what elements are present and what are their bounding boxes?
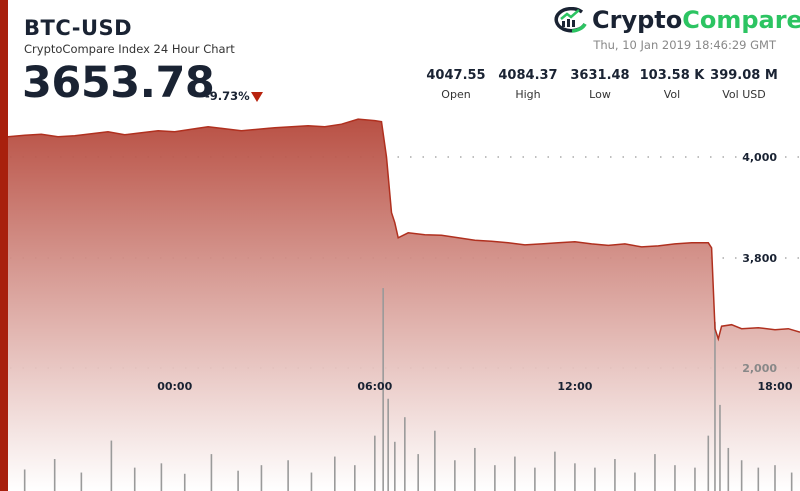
volume-bar [719,404,721,491]
volume-bar [774,465,776,491]
volume-tick-label: 2,000 [742,362,777,375]
stat-vol-usd: 399.08 M Vol USD [708,68,780,101]
volume-bar [740,460,743,491]
volume-bar [434,430,436,491]
stat-high: 4084.37 High [492,68,564,101]
price-area [8,119,800,491]
volume-bar [183,473,186,491]
stat-label: Vol [663,88,681,101]
stats-row: 4047.55 Open 4084.37 High 3631.48 Low 103.5… [420,68,780,101]
volume-bar [634,472,636,491]
x-tick-label: 06:00 [357,380,392,393]
stat-value: 4084.37 [498,68,558,83]
volume-bar [237,470,239,491]
stat-low: 3631.48 Low [564,68,636,101]
volume-bar [554,451,556,491]
brand-name-part2: Compare [682,6,800,34]
volume-bar [387,398,389,491]
volume-bar [404,417,406,491]
accent-bar [0,0,8,491]
volume-bar [614,459,616,491]
volume-bar [454,460,456,491]
volume-bar [474,447,476,491]
tick-label-bg [744,250,782,265]
brand-name-part1: Crypto [592,6,683,34]
stat-label: Low [589,88,611,101]
symbol-title: BTC-USD [24,16,133,40]
volume-bar [714,321,716,491]
volume-bar [334,456,336,491]
volume-bar [417,454,419,491]
volume-bar [374,435,376,491]
current-price: 3653.78 [22,58,215,108]
volume-bar [594,467,596,491]
logo-chart-icon [554,7,587,33]
volume-bar [287,460,289,491]
timestamp: Thu, 10 Jan 2019 18:46:29 GMT [593,38,776,52]
volume-bar [694,467,696,491]
x-tick-label: 00:00 [157,380,192,393]
chart-subtitle: CryptoCompare Index 24 Hour Chart [24,42,235,56]
volume-bar [674,465,676,491]
volume-bar [210,454,213,491]
volume-bar [727,447,730,491]
volume-bar [382,288,384,491]
y-tick-label: 3,800 [742,252,777,265]
volume-bar [394,441,396,491]
stat-value: 103.58 K [639,68,705,83]
volume-bar [514,456,516,491]
volume-bar [23,469,26,491]
down-triangle-icon [251,92,263,102]
volume-bar [133,467,136,491]
x-tick-label: 12:00 [557,380,592,393]
stat-label: Open [441,88,471,101]
volume-bar [160,463,163,491]
volume-bar [354,465,356,491]
volume-bar [110,440,113,491]
brand-logo: Crypto Compare [552,6,800,34]
volume-bar [654,454,656,491]
stat-value: 3631.48 [570,68,630,83]
stat-open: 4047.55 Open [420,68,492,101]
stat-value: 4047.55 [426,68,486,83]
price-line [7,118,800,342]
y-tick-label: 4,000 [742,151,777,164]
volume-bar [790,472,793,491]
volume-bar [534,467,536,491]
x-tick-label: 18:00 [757,380,792,393]
price-change: -9.73% [205,89,250,103]
volume-bar [80,472,83,491]
volume-bar [707,435,710,491]
stat-value: 399.08 M [710,68,778,83]
stat-vol: 103.58 K Vol [636,68,708,101]
volume-bar [757,467,760,491]
volume-bar [260,465,263,491]
tick-label-bg [744,149,782,164]
stat-label: High [515,88,541,101]
volume-bar [53,459,56,491]
stat-label: Vol USD [722,88,766,101]
volume-bar [574,463,576,491]
volume-bar [310,472,313,491]
volume-bar [494,465,496,491]
